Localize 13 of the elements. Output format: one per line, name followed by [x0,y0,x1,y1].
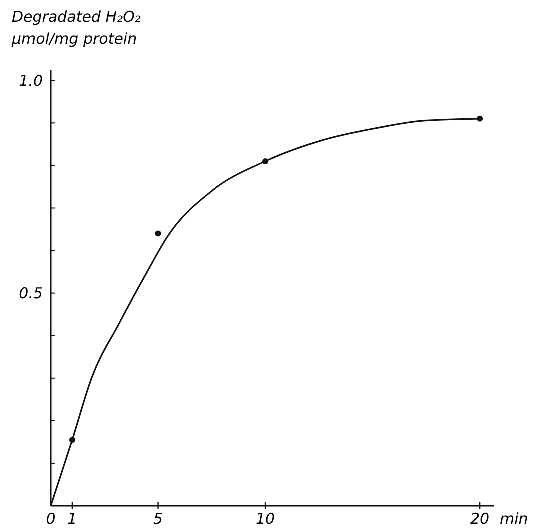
y-tick-label: 0.5 [19,284,43,303]
x-tick-label: 5 [153,510,164,528]
y-tick-label: 1.0 [19,72,43,90]
x-tick-label: 20 [470,510,490,528]
point [155,230,162,237]
x-tick-label: 0 [46,510,56,528]
point [69,437,76,444]
x-axis-title: min [500,510,528,528]
x-tick-label: 1 [68,510,78,528]
point [262,158,269,164]
x-tick-label: 10 [256,510,276,528]
y-axis-title: Degradated H₂O₂ µmol/mg protein [11,8,141,48]
point [477,116,484,122]
